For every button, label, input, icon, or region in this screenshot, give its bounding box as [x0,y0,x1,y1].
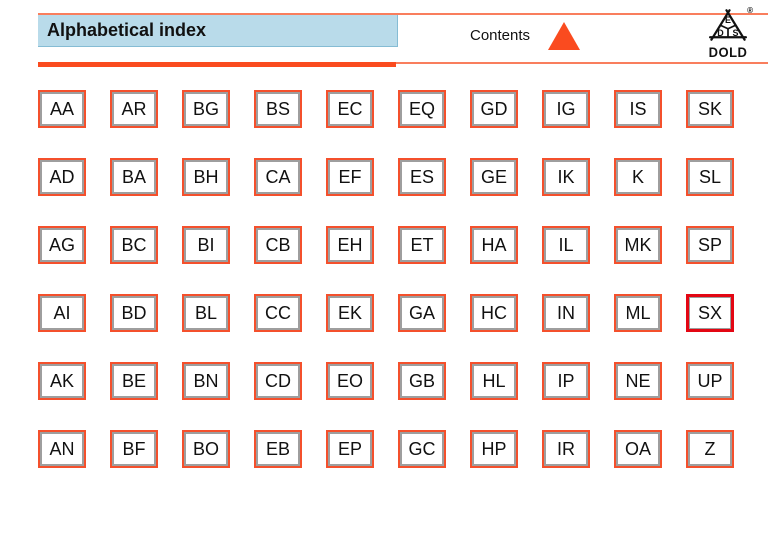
index-button-hl[interactable]: HL [470,362,518,400]
up-triangle-icon[interactable] [548,22,581,50]
index-button-es[interactable]: ES [398,158,446,196]
index-button-ai[interactable]: AI [38,294,86,332]
index-button-up[interactable]: UP [686,362,734,400]
svg-text:S: S [733,28,739,38]
index-button-ak[interactable]: AK [38,362,86,400]
svg-text:E: E [725,15,731,25]
contents-label: Contents [470,26,531,44]
index-button-bf[interactable]: BF [110,430,158,468]
index-button-cc[interactable]: CC [254,294,302,332]
index-button-bo[interactable]: BO [182,430,230,468]
index-button-ip[interactable]: IP [542,362,590,400]
index-button-cb[interactable]: CB [254,226,302,264]
index-button-ml[interactable]: ML [614,294,662,332]
index-button-gb[interactable]: GB [398,362,446,400]
header-thick-rule [38,62,396,67]
index-button-mk[interactable]: MK [614,226,662,264]
svg-text:D: D [717,28,724,38]
logo-triangle-icon: E D S ® [709,6,753,41]
index-button-bn[interactable]: BN [182,362,230,400]
page-title-label: Alphabetical index [47,20,207,40]
index-button-an[interactable]: AN [38,430,86,468]
index-button-bl[interactable]: BL [182,294,230,332]
index-button-be[interactable]: BE [110,362,158,400]
index-button-ge[interactable]: GE [470,158,518,196]
index-button-et[interactable]: ET [398,226,446,264]
index-button-cd[interactable]: CD [254,362,302,400]
index-button-bd[interactable]: BD [110,294,158,332]
index-button-bg[interactable]: BG [182,90,230,128]
index-button-in[interactable]: IN [542,294,590,332]
index-button-z[interactable]: Z [686,430,734,468]
page-title: Alphabetical index [38,15,398,47]
index-button-eo[interactable]: EO [326,362,374,400]
index-button-eq[interactable]: EQ [398,90,446,128]
index-button-oa[interactable]: OA [614,430,662,468]
index-button-ha[interactable]: HA [470,226,518,264]
index-button-ne[interactable]: NE [614,362,662,400]
index-button-bh[interactable]: BH [182,158,230,196]
index-button-gc[interactable]: GC [398,430,446,468]
index-button-ca[interactable]: CA [254,158,302,196]
index-button-ga[interactable]: GA [398,294,446,332]
index-button-ar[interactable]: AR [110,90,158,128]
index-button-bs[interactable]: BS [254,90,302,128]
index-button-ec[interactable]: EC [326,90,374,128]
index-button-ek[interactable]: EK [326,294,374,332]
header-top-rule [38,13,768,15]
index-button-sl[interactable]: SL [686,158,734,196]
brand-name: DOLD [708,44,748,61]
header-thin-rule-right [396,62,768,64]
index-button-eh[interactable]: EH [326,226,374,264]
index-button-ig[interactable]: IG [542,90,590,128]
registered-mark: ® [747,6,753,15]
index-button-ep[interactable]: EP [326,430,374,468]
index-button-sx[interactable]: SX [686,294,734,332]
index-button-ef[interactable]: EF [326,158,374,196]
index-button-k[interactable]: K [614,158,662,196]
index-button-sk[interactable]: SK [686,90,734,128]
index-button-sp[interactable]: SP [686,226,734,264]
index-button-bc[interactable]: BC [110,226,158,264]
index-button-ba[interactable]: BA [110,158,158,196]
index-button-hp[interactable]: HP [470,430,518,468]
index-button-hc[interactable]: HC [470,294,518,332]
index-button-bi[interactable]: BI [182,226,230,264]
contents-link[interactable]: Contents [470,18,581,52]
index-button-is[interactable]: IS [614,90,662,128]
dold-logo: E D S ® DOLD [704,6,753,61]
index-button-ag[interactable]: AG [38,226,86,264]
index-button-aa[interactable]: AA [38,90,86,128]
index-button-ik[interactable]: IK [542,158,590,196]
index-button-ad[interactable]: AD [38,158,86,196]
index-button-il[interactable]: IL [542,226,590,264]
index-button-gd[interactable]: GD [470,90,518,128]
index-grid: AA AR BG BS EC EQ GD IG IS SK AD BA BH CA EF ES GE IK K SL A… [38,90,734,468]
index-button-ir[interactable]: IR [542,430,590,468]
index-button-eb[interactable]: EB [254,430,302,468]
